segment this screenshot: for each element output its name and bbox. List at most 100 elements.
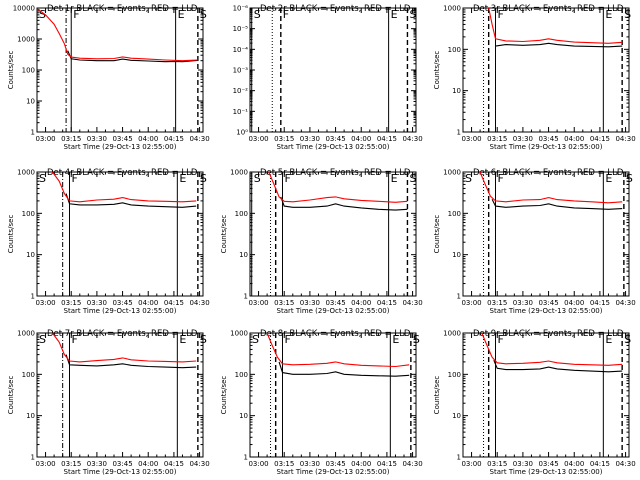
x-axis-label: Start Time (29-Oct-13 02:55:00) bbox=[277, 143, 390, 151]
time-marker-label: S bbox=[254, 8, 261, 21]
x-tick-label: 04:15 bbox=[377, 299, 397, 307]
x-tick-label: 03:00 bbox=[35, 460, 55, 468]
plot-frame bbox=[249, 7, 417, 133]
time-marker-label: E bbox=[392, 333, 399, 346]
lld-series-line bbox=[479, 171, 623, 204]
y-tick-label: 10 bbox=[452, 412, 461, 420]
time-marker-label: E bbox=[605, 172, 612, 185]
time-marker-label: S bbox=[626, 172, 633, 185]
y-tick-label: 10⁻¹ bbox=[233, 108, 249, 116]
x-tick-label: 04:15 bbox=[377, 135, 397, 143]
y-tick-label: 100 bbox=[235, 371, 248, 379]
x-tick-label: 03:15 bbox=[61, 299, 81, 307]
time-marker-label: F bbox=[72, 172, 78, 185]
x-tick-label: 03:30 bbox=[87, 460, 107, 468]
x-tick-label: 03:00 bbox=[248, 460, 268, 468]
y-tick-label: 10000 bbox=[13, 5, 35, 13]
x-tick-label: 03:15 bbox=[487, 299, 507, 307]
time-marker-label: S bbox=[200, 333, 207, 346]
detector-panel: Det 6r BLACK = Events, RED = LLD11010010… bbox=[433, 168, 636, 315]
plot-frame bbox=[36, 171, 204, 297]
y-tick-label: 1000 bbox=[17, 330, 35, 338]
y-tick-label: 1 bbox=[31, 454, 35, 462]
y-tick-label: 10⁻² bbox=[233, 87, 249, 95]
events-series-line bbox=[280, 196, 408, 211]
plot-frame bbox=[249, 171, 417, 297]
time-marker-label: F bbox=[73, 8, 79, 21]
x-tick-label: 04:30 bbox=[402, 299, 422, 307]
y-axis-label: Counts/sec bbox=[220, 376, 228, 415]
x-axis-label: Start Time (29-Oct-13 02:55:00) bbox=[490, 468, 603, 476]
x-tick-label: 03:45 bbox=[112, 299, 132, 307]
y-tick-label: 1 bbox=[244, 293, 248, 301]
x-tick-label: 03:30 bbox=[513, 299, 533, 307]
detector-panel: Det 3r BLACK = Events, RED = LLD11010010… bbox=[433, 4, 636, 151]
detector-panel: Det 8r BLACK = Events, RED = LLD11010010… bbox=[220, 329, 423, 476]
x-tick-label: 03:30 bbox=[87, 135, 107, 143]
x-tick-label: 04:30 bbox=[615, 460, 635, 468]
x-tick-label: 04:30 bbox=[615, 135, 635, 143]
lld-series-line bbox=[488, 7, 623, 44]
y-tick-label: 10 bbox=[239, 412, 248, 420]
lld-series-line bbox=[481, 332, 623, 366]
x-tick-label: 04:15 bbox=[590, 299, 610, 307]
y-axis-label: Counts/sec bbox=[7, 51, 15, 90]
time-marker-label: F bbox=[283, 8, 289, 21]
y-tick-label: 100 bbox=[235, 210, 248, 218]
time-marker-label: E bbox=[391, 172, 398, 185]
x-tick-label: 04:15 bbox=[164, 299, 184, 307]
y-axis-label: Counts/sec bbox=[433, 376, 441, 415]
y-tick-label: 100 bbox=[448, 46, 461, 54]
x-tick-label: 04:30 bbox=[189, 135, 209, 143]
time-marker-label: S bbox=[409, 172, 416, 185]
x-tick-label: 03:45 bbox=[325, 299, 345, 307]
y-tick-label: 100 bbox=[448, 371, 461, 379]
x-axis-label: Start Time (29-Oct-13 02:55:00) bbox=[490, 307, 603, 315]
y-tick-label: 1 bbox=[457, 129, 461, 137]
x-tick-label: 04:00 bbox=[564, 135, 584, 143]
time-marker-label: F bbox=[498, 8, 504, 21]
events-series-line bbox=[65, 354, 197, 369]
x-tick-label: 03:45 bbox=[538, 460, 558, 468]
x-tick-label: 03:00 bbox=[248, 135, 268, 143]
x-tick-label: 04:00 bbox=[138, 135, 158, 143]
y-tick-label: 1000 bbox=[17, 169, 35, 177]
detector-panel: Det 9r BLACK = Events, RED = LLD11010010… bbox=[433, 329, 636, 476]
x-tick-label: 03:45 bbox=[325, 135, 345, 143]
x-tick-label: 03:45 bbox=[538, 299, 558, 307]
x-tick-label: 04:00 bbox=[351, 460, 371, 468]
lld-series-line bbox=[266, 332, 410, 368]
time-marker-label: F bbox=[498, 333, 504, 346]
events-series-line bbox=[67, 50, 198, 63]
x-tick-label: 03:15 bbox=[487, 135, 507, 143]
x-axis-label: Start Time (29-Oct-13 02:55:00) bbox=[490, 143, 603, 151]
y-tick-label: 100 bbox=[22, 210, 35, 218]
time-marker-label: E bbox=[178, 8, 185, 21]
y-tick-label: 10 bbox=[452, 251, 461, 259]
time-marker-label: S bbox=[254, 172, 261, 185]
x-tick-label: 04:30 bbox=[402, 135, 422, 143]
x-tick-label: 03:15 bbox=[274, 299, 294, 307]
y-tick-label: 1000 bbox=[230, 330, 248, 338]
y-tick-label: 10⁰ bbox=[236, 129, 248, 137]
y-axis-label: Counts/sec bbox=[433, 215, 441, 254]
x-tick-label: 03:00 bbox=[461, 460, 481, 468]
detector-panel: Det 5r BLACK = Events, RED = LLD11010010… bbox=[220, 168, 423, 315]
plot-frame bbox=[36, 7, 204, 133]
x-tick-label: 03:30 bbox=[300, 135, 320, 143]
y-tick-label: 10 bbox=[452, 87, 461, 95]
x-tick-label: 04:30 bbox=[189, 460, 209, 468]
y-tick-label: 10⁻⁶ bbox=[233, 5, 249, 13]
events-series-line bbox=[491, 198, 623, 210]
time-marker-label: S bbox=[200, 172, 207, 185]
x-tick-label: 03:30 bbox=[300, 299, 320, 307]
x-tick-label: 03:45 bbox=[112, 135, 132, 143]
y-tick-label: 10⁻⁴ bbox=[233, 46, 249, 54]
y-tick-label: 1000 bbox=[17, 36, 35, 44]
x-tick-label: 04:30 bbox=[615, 299, 635, 307]
detector-panel: Det 1r BLACK = Events, RED = LLD11010010… bbox=[7, 4, 210, 151]
x-tick-label: 03:30 bbox=[513, 135, 533, 143]
x-tick-label: 03:15 bbox=[274, 460, 294, 468]
x-tick-label: 03:00 bbox=[461, 135, 481, 143]
time-marker-label: S bbox=[39, 333, 46, 346]
